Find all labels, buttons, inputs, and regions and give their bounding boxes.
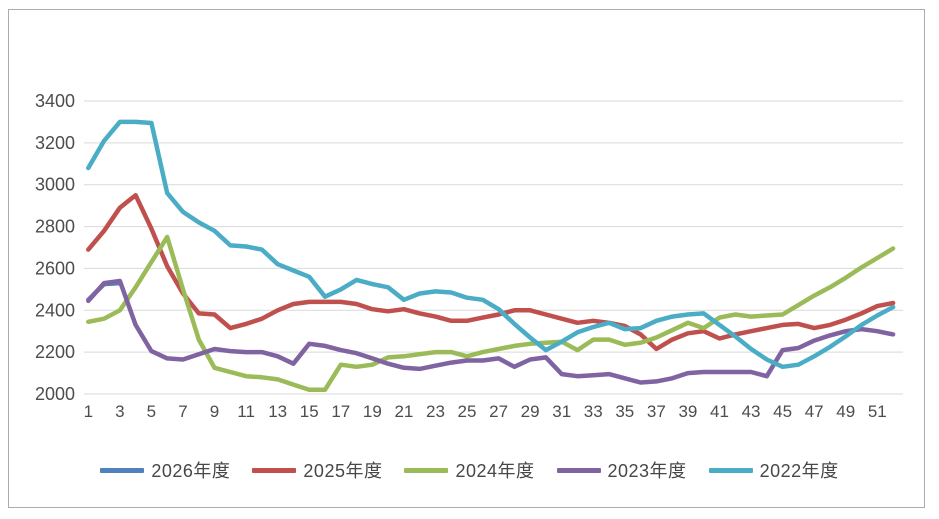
legend-label: 2026年度 [151,461,231,481]
x-tick-label: 25 [458,402,477,421]
x-tick-label: 47 [805,402,824,421]
x-tick-label: 5 [147,402,156,421]
legend-item-2025年度[interactable]: 2025年度 [252,457,382,483]
x-tick-label: 13 [268,402,287,421]
series-line-2023年度 [86,278,896,385]
legend-label: 2025年度 [303,461,383,481]
chart-frame [8,9,925,508]
x-tick-label: 27 [489,402,508,421]
x-tick-label: 23 [426,402,445,421]
series-line-2024年度 [86,234,896,393]
legend-label: 2022年度 [759,461,839,481]
x-tick-label: 9 [210,402,219,421]
x-tick-label: 17 [331,402,350,421]
x-tick-label: 33 [584,402,603,421]
x-tick-label: 29 [521,402,540,421]
x-tick-label: 41 [710,402,729,421]
y-tick-label: 2600 [35,258,75,278]
series-line-2022年度 [86,119,896,370]
x-tick-label: 31 [552,402,571,421]
y-tick-label: 2400 [35,300,75,320]
legend-swatch [556,467,601,473]
x-tick-label: 35 [615,402,634,421]
legend-item-2023年度[interactable]: 2023年度 [556,457,687,483]
legend-swatch [100,467,145,473]
x-tick-label: 37 [647,402,666,421]
legend-label: 2023年度 [607,461,687,481]
x-tick-label: 3 [115,402,124,421]
x-tick-label: 1 [84,402,93,421]
legend-item-2026年度[interactable]: 2026年度 [100,457,230,483]
y-tick-label: 3400 [35,91,75,111]
x-tick-label: 49 [836,402,855,421]
y-tick-label: 2000 [35,384,75,404]
legend-item-2022年度[interactable]: 2022年度 [708,457,839,483]
legend: 2026年度 2025年度 2024年度 2023年度 2022年度 [0,451,939,489]
legend-swatch [252,467,297,473]
x-tick-label: 21 [394,402,413,421]
legend-item-2024年度[interactable]: 2024年度 [404,457,534,483]
x-tick-label: 11 [237,402,255,421]
legend-swatch [708,467,753,473]
series-line-2025年度 [86,192,896,352]
y-tick-label: 2200 [35,342,75,362]
x-tick-label: 15 [300,402,319,421]
y-tick-label: 2800 [35,217,75,237]
legend-label: 2024年度 [455,461,535,481]
x-tick-label: 43 [742,402,761,421]
y-tick-label: 3000 [35,175,75,195]
x-tick-label: 39 [678,402,697,421]
x-tick-label: 7 [178,402,187,421]
y-tick-label: 3200 [35,133,75,153]
legend-swatch [404,467,449,473]
x-tick-label: 51 [868,402,887,421]
x-tick-label: 19 [363,402,382,421]
x-tick-label: 45 [773,402,792,421]
